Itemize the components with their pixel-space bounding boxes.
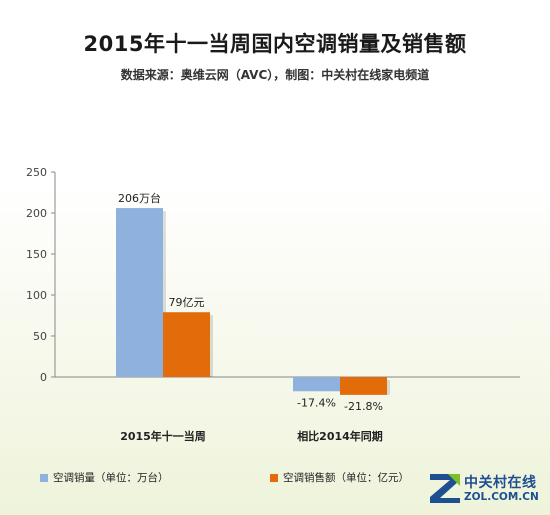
y-tick-label: 250 <box>26 166 47 179</box>
chart-subtitle: 数据来源：奥维云网（AVC），制图：中关村在线家电频道 <box>120 68 430 82</box>
y-tick-label: 0 <box>40 371 47 384</box>
data-label: 79亿元 <box>169 296 205 309</box>
bar-shadow <box>163 211 166 377</box>
legend: 空调销量（单位：万台） 空调销售额（单位：亿元） <box>0 470 420 494</box>
data-label: 206万台 <box>118 191 161 205</box>
logo-en-text: ZOL.COM.CN <box>464 491 539 503</box>
logo-cn-text: 中关村在线 <box>464 475 537 491</box>
y-tick-label: 200 <box>26 207 47 220</box>
legend-item-sales-amount: 空调销售额（单位：亿元） <box>270 470 409 485</box>
bar-sales-volume <box>293 377 340 392</box>
y-tick-label: 150 <box>26 248 47 261</box>
legend-label: 空调销量（单位：万台） <box>53 472 169 484</box>
bar-shadow <box>387 380 390 395</box>
legend-label: 空调销售额（单位：亿元） <box>283 472 409 484</box>
y-tick-label: 100 <box>26 289 47 302</box>
bar-sales-amount <box>340 377 387 395</box>
y-tick-label: 50 <box>33 330 47 343</box>
bar-sales-amount <box>163 312 210 377</box>
zol-z-icon <box>430 474 460 503</box>
x-category-label: 2015年十一当周 <box>120 429 206 443</box>
bar-sales-volume <box>116 208 163 377</box>
legend-swatch-blue <box>40 473 48 482</box>
zol-logo: 中关村在线 ZOL.COM.CN <box>428 470 548 510</box>
bar-shadow <box>210 315 213 377</box>
x-category-label: 相比2014年同期 <box>297 429 383 443</box>
legend-swatch-orange <box>270 473 278 482</box>
data-label: -17.4% <box>297 396 336 409</box>
chart-title: 2015年十一当周国内空调销量及销售额 <box>83 32 467 56</box>
data-label: -21.8% <box>344 400 383 413</box>
legend-item-sales-volume: 空调销量（单位：万台） <box>40 470 169 485</box>
